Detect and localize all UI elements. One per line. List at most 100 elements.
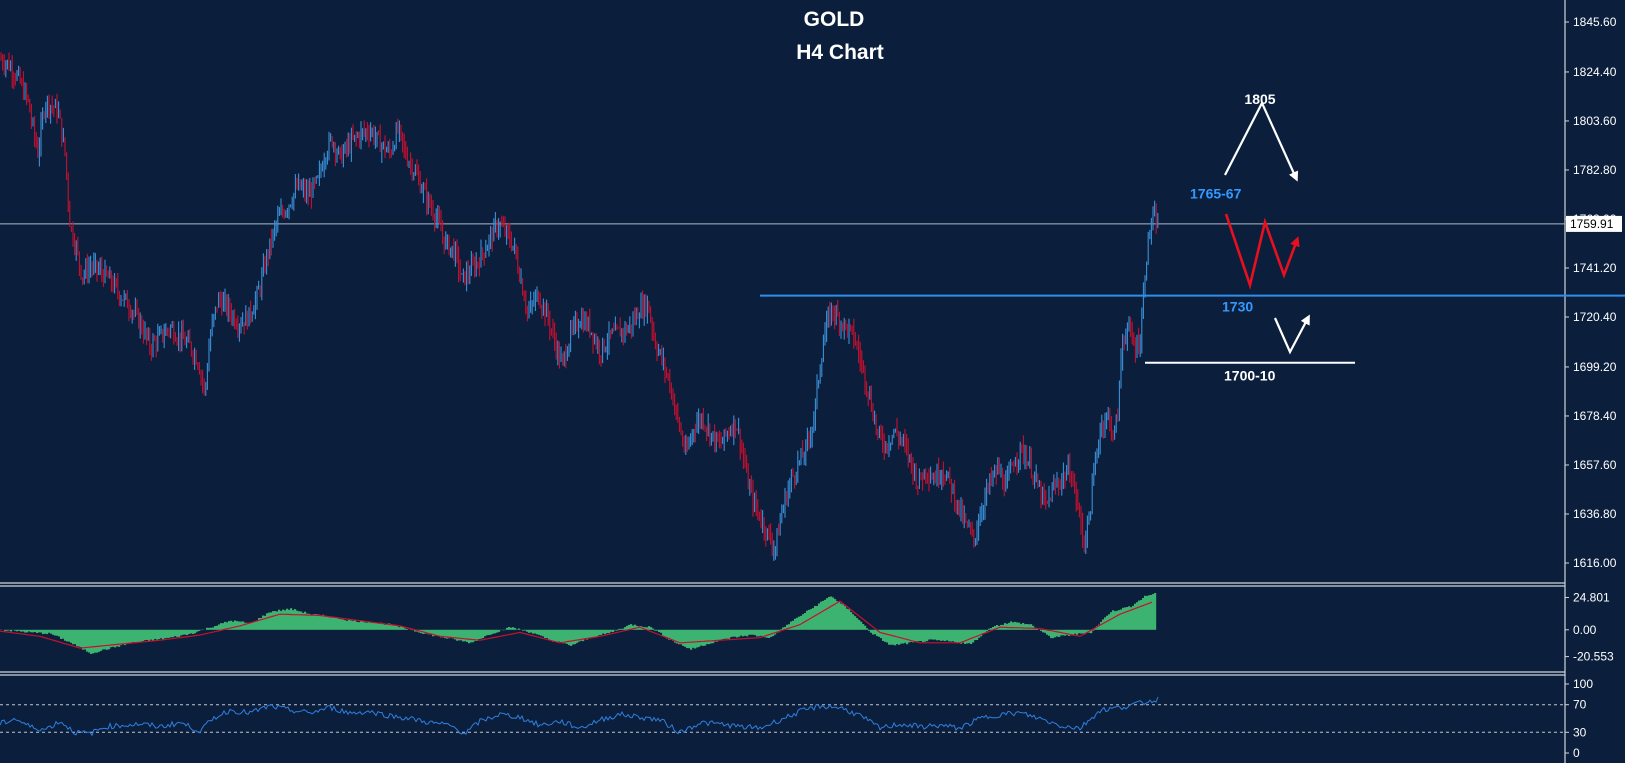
histogram-bar [638, 626, 641, 630]
histogram-bar [738, 629, 741, 637]
histogram-bar [668, 629, 671, 640]
histogram-bar [194, 629, 197, 634]
histogram-bar [834, 599, 837, 630]
histogram-bar [166, 629, 169, 638]
histogram-bar [648, 626, 651, 630]
price-axis-label: 1657.60 [1573, 458, 1617, 472]
histogram-bar [1030, 624, 1033, 630]
histogram-bar [384, 624, 387, 630]
histogram-bar [878, 629, 881, 637]
histogram-bar [382, 623, 385, 630]
histogram-bar [110, 629, 113, 648]
histogram-bar [1036, 628, 1039, 630]
histogram-bar [14, 629, 17, 631]
histogram-bar [928, 629, 931, 640]
histogram-bar [1022, 623, 1025, 630]
histogram-bar [710, 629, 713, 644]
histogram-bar [274, 611, 277, 630]
histogram-bar [1056, 629, 1059, 637]
histogram-bar [752, 629, 755, 635]
histogram-bar [768, 629, 771, 638]
histogram-bar [522, 629, 525, 631]
histogram-bar [152, 629, 155, 641]
histogram-bar [714, 629, 717, 642]
histogram-bar [228, 621, 231, 630]
histogram-bar [606, 629, 609, 634]
histogram-bar [1122, 607, 1125, 630]
histogram-bar [172, 629, 175, 638]
histogram-bar [798, 616, 801, 630]
histogram-bar [276, 611, 279, 630]
histogram-bar [56, 629, 59, 636]
histogram-bar [50, 629, 53, 634]
histogram-bar [552, 629, 555, 642]
histogram-bar [532, 629, 535, 634]
histogram-bar [836, 601, 839, 630]
histogram-bar [222, 623, 225, 630]
histogram-bar [1076, 629, 1079, 635]
histogram-bar [30, 629, 33, 633]
histogram-bar [24, 629, 27, 633]
histogram-bar [458, 629, 461, 641]
histogram-bar [1064, 629, 1067, 636]
histogram-bar [496, 629, 499, 633]
histogram-bar [448, 629, 451, 639]
histogram-bar [902, 629, 905, 644]
histogram-bar [988, 628, 991, 630]
histogram-bar [406, 629, 409, 630]
histogram-bar [162, 629, 165, 640]
histogram-bar [872, 629, 875, 635]
histogram-bar [322, 614, 325, 630]
histogram-bar [350, 620, 353, 630]
range-scenario-arrow [1224, 213, 1300, 290]
histogram-bar [566, 629, 569, 644]
histogram-bar [680, 629, 683, 645]
histogram-bar [994, 625, 997, 630]
histogram-bar [266, 613, 269, 630]
histogram-bar [284, 610, 287, 630]
histogram-bar [1026, 624, 1029, 630]
histogram-bar [842, 604, 845, 630]
histogram-bar [560, 629, 563, 643]
histogram-bar [966, 629, 969, 644]
histogram-bar [926, 629, 929, 642]
histogram-bar [22, 629, 25, 632]
histogram-bar [1004, 623, 1007, 630]
histogram-bar [670, 629, 673, 640]
histogram-bar [1066, 629, 1069, 635]
histogram-bar [370, 622, 373, 630]
price-axis-label: 1616.00 [1573, 556, 1617, 570]
histogram-bar [72, 629, 75, 645]
histogram-bar [226, 622, 229, 630]
histogram-bar [958, 629, 961, 643]
oscillator-signal-line [0, 600, 1153, 649]
histogram-bar [568, 629, 571, 646]
histogram-bar [792, 620, 795, 630]
histogram-bar [46, 629, 49, 635]
histogram-bar [702, 629, 705, 646]
histogram-bar [788, 624, 791, 630]
histogram-bar [178, 629, 181, 637]
histogram-bar [546, 629, 549, 639]
histogram-bar [52, 629, 55, 635]
histogram-bar [318, 614, 321, 630]
histogram-bar [96, 629, 99, 653]
histogram-bar [82, 629, 85, 650]
histogram-bar [306, 613, 309, 630]
histogram-bar [750, 629, 753, 635]
histogram-bar [20, 629, 23, 632]
histogram-bar [230, 620, 233, 630]
histogram-bar [592, 629, 595, 638]
histogram-bar [486, 629, 489, 636]
histogram-bar [674, 629, 677, 643]
histogram-bar [572, 629, 575, 645]
histogram-bar [852, 614, 855, 630]
histogram-bar [352, 620, 355, 630]
histogram-bar [256, 620, 259, 630]
histogram-bar [234, 620, 237, 630]
histogram-bar [1104, 617, 1107, 630]
histogram-bar [582, 629, 585, 642]
histogram-bar [894, 629, 897, 646]
histogram-bar [94, 629, 97, 653]
histogram-bar [786, 624, 789, 630]
